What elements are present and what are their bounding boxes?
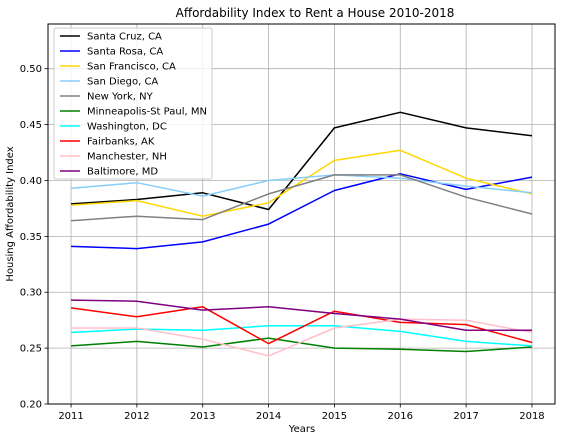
legend-label: Minneapolis-St Paul, MN (87, 107, 207, 118)
x-tick-label: 2012 (124, 411, 149, 422)
x-tick-label: 2013 (190, 411, 215, 422)
x-tick-label: 2016 (388, 411, 413, 422)
series-line-san-francisco-ca (70, 149, 533, 217)
series-line-manchester-nh (71, 318, 533, 357)
x-tick-label: 2017 (453, 411, 478, 422)
y-axis-ticks: 0.20 0.25 0.30 0.35 0.40 0.45 0.50 (20, 64, 48, 411)
legend-box (53, 27, 213, 180)
y-tick-label: 0.45 (20, 120, 42, 131)
legend-label: Baltimore, MD (87, 167, 158, 178)
y-tick-label: 0.30 (20, 288, 42, 299)
legend-label: Fairbanks, AK (87, 137, 155, 148)
series-line-new-york-ny (70, 174, 533, 222)
chart-title: Affordability Index to Rent a House 2010… (176, 6, 455, 20)
y-tick-label: 0.35 (20, 232, 42, 243)
plot-frame (47, 23, 556, 405)
y-tick-label: 0.25 (20, 344, 42, 355)
legend-label: Santa Rosa, CA (87, 47, 163, 58)
series-line-santa-rosa-ca (70, 173, 533, 250)
legend: Santa Cruz, CA Santa Rosa, CA San Francisc… (53, 27, 213, 180)
series-line-fairbanks-ak (70, 306, 533, 345)
x-tick-label: 2011 (58, 411, 83, 422)
x-axis-label: Years (288, 424, 315, 435)
series-line-minneapolis-st-paul-mn (70, 337, 533, 353)
series-lines (70, 111, 533, 357)
x-tick-label: 2015 (322, 411, 347, 422)
x-tick-label: 2014 (256, 411, 281, 422)
x-tick-label: 2018 (519, 411, 544, 422)
y-tick-label: 0.50 (20, 64, 42, 75)
y-axis-label: Housing Affordability Index (5, 146, 16, 281)
legend-label: Manchester, NH (87, 152, 167, 163)
legend-items: Santa Cruz, CA Santa Rosa, CA San Francisc… (60, 32, 207, 178)
x-axis-ticks: 2011 2012 2013 2014 2015 2016 2017 2018 (58, 404, 545, 422)
series-line-santa-cruz-ca (70, 111, 533, 211)
legend-label: New York, NY (87, 92, 154, 103)
legend-label: Washington, DC (87, 122, 167, 133)
legend-label: San Francisco, CA (87, 62, 176, 73)
legend-label: Santa Cruz, CA (87, 32, 162, 43)
series-line-san-diego-ca (70, 174, 533, 197)
series-line-baltimore-md (70, 299, 532, 331)
legend-label: San Diego, CA (87, 77, 158, 88)
y-tick-label: 0.40 (20, 176, 42, 187)
y-tick-label: 0.20 (20, 400, 42, 411)
